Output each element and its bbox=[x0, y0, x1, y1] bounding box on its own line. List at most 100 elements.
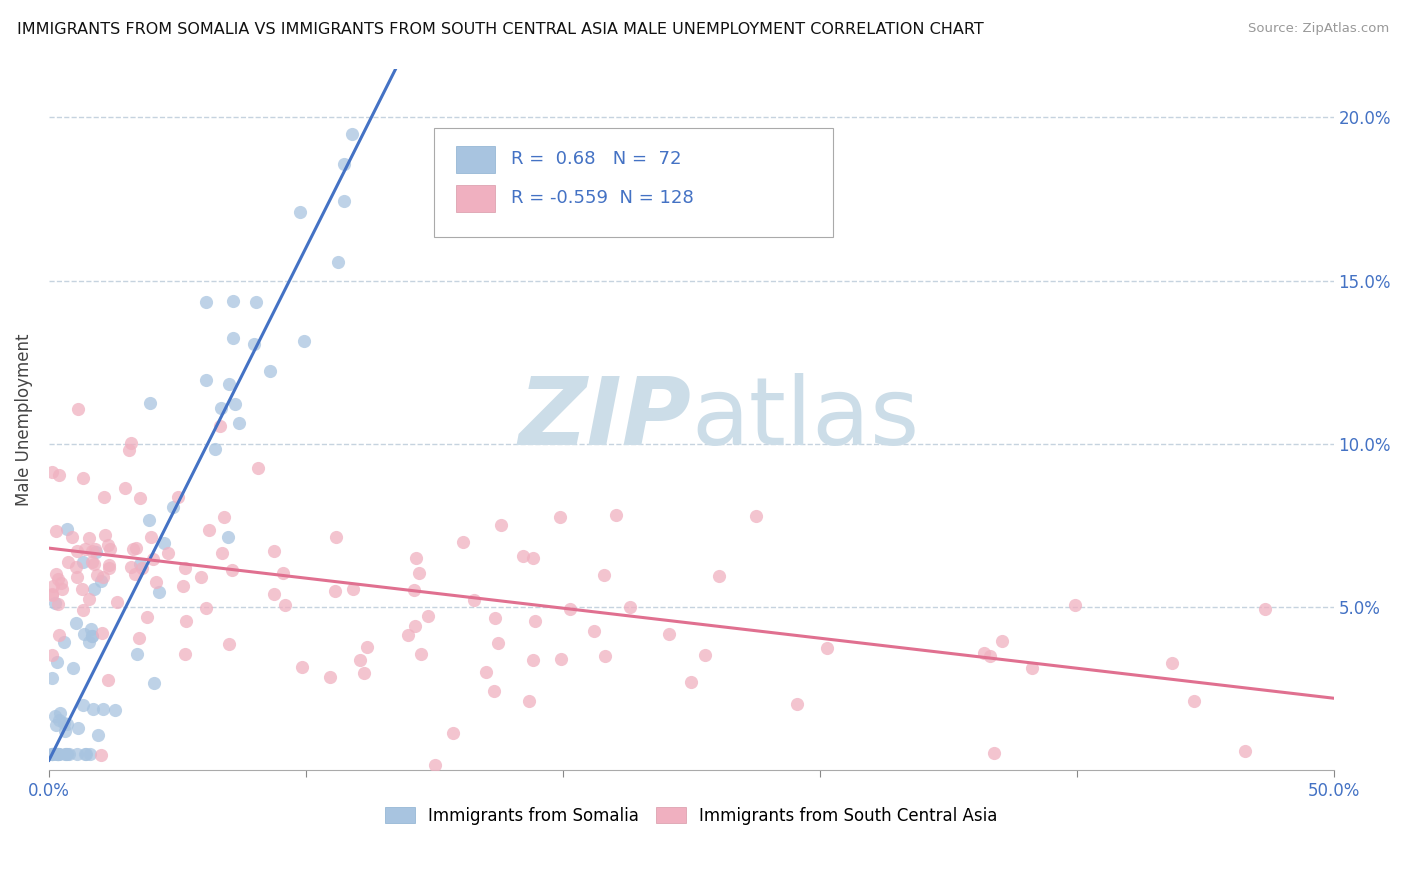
Point bbox=[228, 416, 250, 430]
Point bbox=[55, 522, 77, 536]
Point bbox=[91, 570, 114, 584]
Point bbox=[1021, 661, 1043, 675]
Point bbox=[79, 591, 101, 606]
Text: ZIP: ZIP bbox=[519, 373, 692, 466]
Point bbox=[246, 460, 269, 475]
Point bbox=[517, 694, 540, 708]
Point bbox=[291, 660, 314, 674]
Point bbox=[522, 551, 544, 566]
Text: R =  0.68   N =  72: R = 0.68 N = 72 bbox=[512, 150, 682, 168]
Point bbox=[195, 373, 218, 387]
Point bbox=[42, 579, 65, 593]
Point bbox=[83, 558, 105, 572]
Point bbox=[425, 758, 447, 772]
Point bbox=[56, 747, 79, 761]
Point bbox=[1233, 744, 1256, 758]
Point bbox=[48, 706, 70, 720]
Point bbox=[979, 648, 1001, 663]
Point bbox=[396, 628, 419, 642]
Point bbox=[157, 546, 180, 560]
Point bbox=[62, 661, 84, 675]
Point bbox=[98, 558, 121, 572]
Point bbox=[991, 633, 1014, 648]
Point bbox=[658, 627, 681, 641]
Point bbox=[524, 614, 547, 628]
Point bbox=[245, 295, 267, 310]
Point bbox=[522, 653, 544, 667]
Point bbox=[46, 747, 69, 761]
Point bbox=[97, 538, 120, 552]
Point bbox=[288, 204, 311, 219]
Point bbox=[1161, 657, 1184, 671]
Point bbox=[441, 726, 464, 740]
Legend: Immigrants from Somalia, Immigrants from South Central Asia: Immigrants from Somalia, Immigrants from… bbox=[385, 806, 998, 825]
Text: IMMIGRANTS FROM SOMALIA VS IMMIGRANTS FROM SOUTH CENTRAL ASIA MALE UNEMPLOYMENT : IMMIGRANTS FROM SOMALIA VS IMMIGRANTS FR… bbox=[17, 22, 984, 37]
Point bbox=[65, 559, 87, 574]
Point bbox=[195, 600, 218, 615]
Point bbox=[41, 747, 63, 761]
Point bbox=[45, 656, 67, 670]
Point bbox=[82, 544, 104, 558]
Point bbox=[211, 546, 233, 560]
Point bbox=[418, 609, 440, 624]
Point bbox=[593, 568, 616, 582]
Point bbox=[67, 402, 90, 417]
Point bbox=[58, 747, 80, 761]
Point bbox=[326, 255, 349, 269]
Point bbox=[73, 541, 96, 556]
Point bbox=[218, 376, 240, 391]
Point bbox=[77, 531, 100, 545]
Point bbox=[41, 747, 63, 761]
Point bbox=[560, 602, 582, 616]
Point bbox=[83, 582, 105, 596]
Point bbox=[45, 566, 67, 581]
Point bbox=[786, 698, 808, 712]
FancyBboxPatch shape bbox=[434, 128, 832, 237]
Point bbox=[66, 544, 89, 558]
Point bbox=[595, 649, 617, 664]
Point bbox=[48, 747, 70, 761]
Point bbox=[129, 491, 152, 506]
Point bbox=[135, 610, 157, 624]
Point bbox=[482, 683, 505, 698]
Point bbox=[41, 648, 63, 662]
Point bbox=[174, 647, 197, 661]
Point bbox=[582, 624, 605, 638]
Point bbox=[167, 490, 190, 504]
Point bbox=[349, 653, 371, 667]
Point bbox=[104, 703, 127, 717]
Point bbox=[48, 713, 70, 727]
Point bbox=[128, 631, 150, 645]
Point bbox=[46, 747, 69, 761]
Point bbox=[619, 600, 641, 615]
Point bbox=[172, 579, 194, 593]
Point bbox=[342, 127, 364, 141]
Point bbox=[271, 566, 294, 581]
Point bbox=[212, 510, 235, 524]
Point bbox=[66, 721, 89, 735]
Point bbox=[82, 628, 104, 642]
Point bbox=[87, 728, 110, 742]
Point bbox=[973, 646, 995, 660]
Point bbox=[548, 510, 571, 524]
Point bbox=[190, 570, 212, 584]
Point bbox=[463, 593, 485, 607]
FancyBboxPatch shape bbox=[456, 185, 495, 211]
Point bbox=[53, 747, 76, 761]
Point bbox=[73, 747, 96, 761]
Point bbox=[52, 635, 75, 649]
Point bbox=[141, 530, 163, 544]
Point bbox=[405, 551, 427, 566]
Point bbox=[333, 194, 356, 208]
Point bbox=[356, 640, 378, 655]
Point bbox=[174, 561, 197, 575]
Point bbox=[221, 563, 243, 577]
Point bbox=[44, 708, 66, 723]
Point bbox=[120, 435, 142, 450]
Point bbox=[65, 615, 87, 630]
Point bbox=[138, 395, 160, 409]
Point bbox=[404, 619, 426, 633]
Point bbox=[1254, 602, 1277, 616]
Point bbox=[93, 490, 115, 504]
Point bbox=[605, 508, 627, 523]
